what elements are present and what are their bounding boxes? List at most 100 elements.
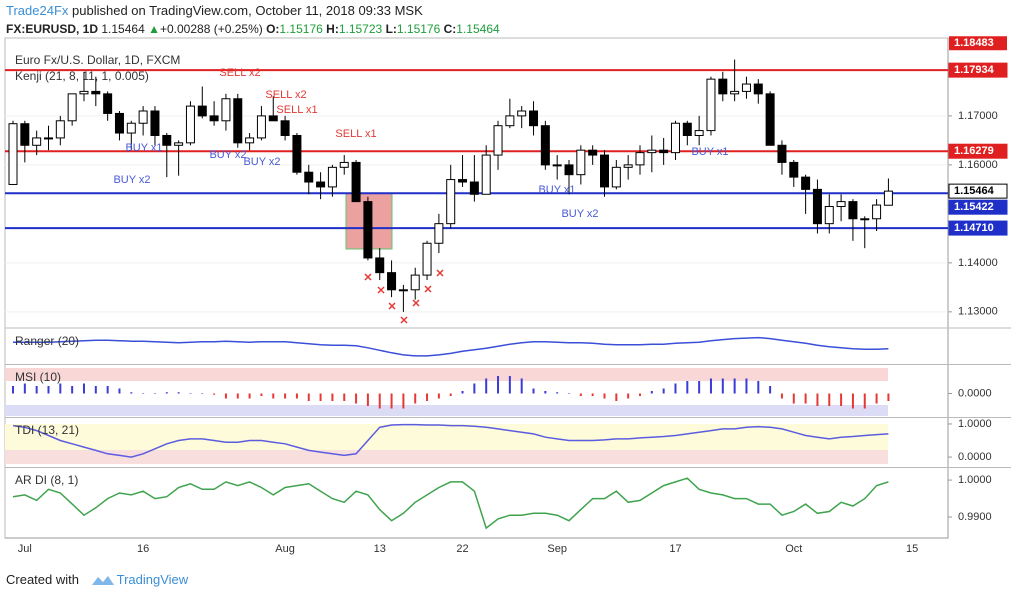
candle-body (446, 179, 456, 225)
histogram-bar (213, 393, 216, 395)
histogram-bar (497, 376, 500, 394)
histogram-bar (828, 393, 831, 406)
histogram-bar (544, 391, 547, 394)
candle-body (505, 115, 515, 127)
histogram-bar (165, 392, 168, 394)
indicator-line (13, 336, 889, 357)
signal-label: BUY x2 (243, 156, 280, 168)
signal-label: BUY x2 (561, 208, 598, 220)
signal-label: BUY x2 (209, 149, 246, 161)
candle-body (741, 83, 751, 92)
histogram-bar (153, 393, 156, 394)
histogram-bar (201, 393, 204, 394)
histogram-bar (745, 378, 748, 394)
candle-body (126, 122, 136, 134)
histogram-bar (236, 393, 239, 399)
candle-body (670, 122, 680, 154)
ohlc-key: H: (326, 22, 339, 36)
candle-body (138, 110, 148, 124)
histogram-bar (224, 393, 227, 399)
candle-body (55, 120, 65, 139)
candle-body (398, 289, 408, 292)
y-tick-label: 1.0000 (958, 418, 992, 430)
signal-label: SELL x1 (335, 128, 376, 140)
pane-label: Ranger (20) (15, 334, 79, 348)
candle-body (801, 176, 811, 190)
candle-body (493, 125, 503, 156)
histogram-bar (343, 393, 346, 401)
histogram-bar (295, 393, 298, 399)
histogram-bar (390, 393, 393, 409)
histogram-bar (769, 386, 772, 394)
candle-body (588, 149, 598, 156)
candle-body (481, 154, 491, 195)
y-tick-label: 1.17000 (958, 110, 998, 122)
candle-body (730, 90, 740, 95)
histogram-bar (118, 388, 121, 394)
histogram-bar (473, 383, 476, 394)
signal-label: BUY x1 (125, 142, 162, 154)
msi-upper-band (5, 368, 888, 381)
histogram-bar (816, 393, 819, 406)
histogram-bar (71, 386, 74, 394)
indicator-line (12, 477, 889, 530)
cross-marker (377, 286, 385, 294)
arrow: ▲ (148, 22, 160, 36)
histogram-bar (248, 393, 251, 399)
footer: Created with TradingView (6, 572, 188, 587)
y-tick-label: 1.14000 (958, 257, 998, 269)
change: +0.00288 (+0.25%) (159, 22, 263, 36)
candle-body (529, 110, 539, 127)
tdi-mid-band (5, 424, 888, 450)
histogram-bar (461, 391, 464, 394)
cross-marker (400, 316, 408, 324)
y-tick-label: 1.0000 (958, 474, 992, 486)
histogram-bar (272, 393, 275, 399)
candle-body (694, 130, 704, 136)
ohlc-key: C: (443, 22, 457, 36)
histogram-bar (35, 386, 38, 394)
histogram-bar (627, 393, 630, 399)
brand[interactable]: TradingView (116, 572, 189, 587)
candle-body (292, 134, 302, 173)
cross-marker (364, 273, 372, 281)
candle-body (706, 78, 716, 132)
histogram-bar (840, 393, 843, 406)
y-tick-label: 1.16000 (958, 159, 998, 171)
histogram-bar (780, 393, 783, 399)
candle-body (848, 201, 858, 220)
candle-body (883, 190, 893, 206)
histogram-bar (12, 386, 14, 394)
author[interactable]: Trade24Fx (6, 3, 69, 18)
histogram-bar (579, 393, 582, 396)
candle-body (103, 93, 113, 114)
candle-body (79, 90, 89, 95)
candle-body (67, 93, 77, 122)
candle-body (174, 142, 184, 146)
candle-body (43, 137, 53, 140)
cross-marker (436, 269, 444, 277)
histogram-bar (863, 393, 866, 409)
candle-body (197, 105, 207, 117)
histogram-bar (82, 383, 85, 394)
pane-label: TDI (13, 21) (15, 423, 79, 437)
candle-body (753, 83, 763, 95)
candle-body (387, 272, 397, 291)
y-tick-label: 0.0000 (958, 451, 992, 463)
histogram-bar (437, 393, 440, 399)
candle-body (682, 122, 692, 136)
histogram-bar (260, 393, 263, 396)
candle-body (836, 201, 846, 208)
histogram-bar (449, 393, 452, 396)
candle-body (221, 98, 231, 122)
candle-body (458, 179, 468, 183)
price-label-box (948, 183, 1008, 199)
x-tick-label: 17 (669, 543, 681, 555)
histogram-bar (355, 393, 358, 404)
histogram-bar (792, 393, 795, 404)
histogram-bar (887, 393, 890, 401)
y-tick-label: 1.13000 (958, 306, 998, 318)
candle-body (517, 110, 527, 117)
histogram-bar (520, 378, 523, 394)
